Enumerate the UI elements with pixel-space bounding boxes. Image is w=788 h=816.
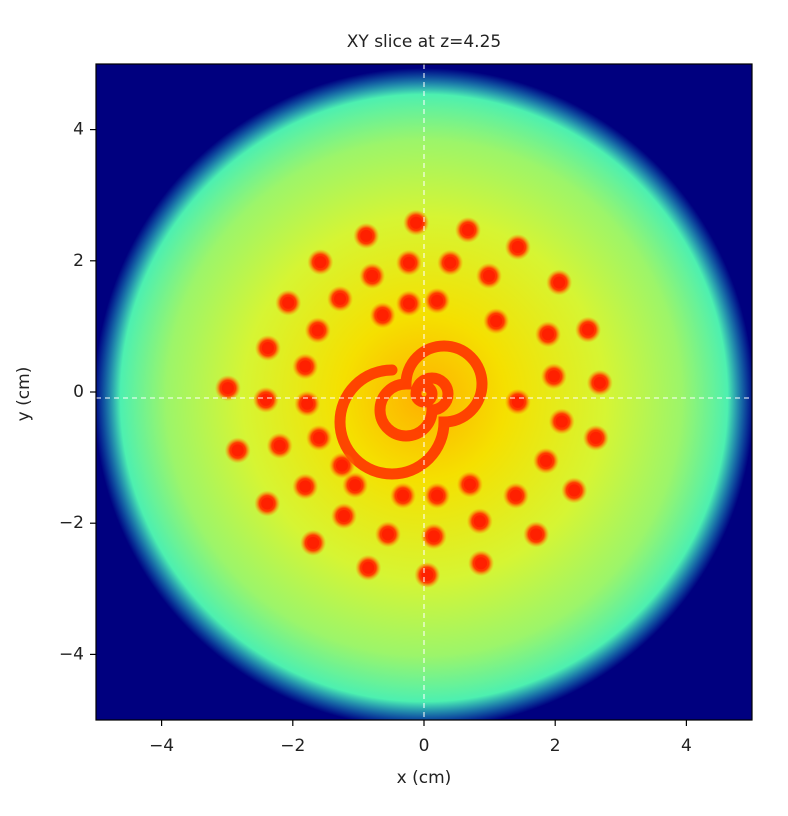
spot-core xyxy=(511,395,524,408)
spot-core xyxy=(555,415,568,428)
spot-core xyxy=(307,536,320,549)
x-tick-label: −4 xyxy=(149,736,174,756)
spot-core xyxy=(490,315,503,328)
spot-core xyxy=(482,269,495,282)
spot-core xyxy=(431,294,444,307)
spot-core xyxy=(261,342,274,355)
spot-core xyxy=(431,489,444,502)
spot-core xyxy=(509,489,522,502)
spot-core xyxy=(473,515,486,528)
x-tick-label: 4 xyxy=(681,736,692,756)
spot-core xyxy=(299,480,312,493)
x-tick-label: 0 xyxy=(419,736,430,756)
spot-core xyxy=(463,478,476,491)
spot-core xyxy=(336,459,348,472)
spot-core xyxy=(475,557,488,570)
points xyxy=(214,209,613,589)
spot-core xyxy=(360,229,373,242)
y-tick-label: −2 xyxy=(59,513,84,533)
y-tick-label: 2 xyxy=(73,251,84,271)
x-tick-label: −2 xyxy=(280,736,305,756)
spot-core xyxy=(313,431,326,444)
spot-core xyxy=(547,370,560,383)
spot-core xyxy=(259,393,272,406)
y-axis-label: y (cm) xyxy=(14,367,34,422)
spot-core xyxy=(273,439,286,452)
x-axis-label: x (cm) xyxy=(397,768,452,788)
spot-core xyxy=(337,509,350,522)
spot-core xyxy=(221,382,234,395)
y-tick-label: 0 xyxy=(73,382,84,402)
spot-core xyxy=(421,569,434,582)
spot-core xyxy=(589,431,602,444)
spot-core xyxy=(349,479,362,492)
spot-core xyxy=(381,528,394,541)
spot-core xyxy=(427,530,440,543)
spot-core xyxy=(568,484,581,497)
y-tick-label: 4 xyxy=(73,120,84,140)
spot-core xyxy=(311,324,324,337)
density-glow xyxy=(96,68,752,720)
spot-core xyxy=(530,528,543,541)
spot-core xyxy=(376,309,389,322)
spot-core xyxy=(553,276,566,289)
spot-core xyxy=(582,323,594,336)
spot-core xyxy=(299,360,312,373)
spot-core xyxy=(282,296,295,309)
spot-core xyxy=(366,269,379,282)
spot-core xyxy=(231,444,244,457)
spot-core xyxy=(540,454,553,467)
plot-area xyxy=(96,64,752,720)
spot-core xyxy=(511,241,524,254)
spot-core xyxy=(402,297,415,310)
chart-title: XY slice at z=4.25 xyxy=(347,32,501,52)
spot-core xyxy=(444,256,457,269)
spot-core xyxy=(541,328,554,341)
spot-core xyxy=(410,216,423,229)
spot-core xyxy=(402,256,415,269)
x-tick-label: 2 xyxy=(550,736,561,756)
spot-core xyxy=(261,497,274,510)
spot-core xyxy=(334,292,347,305)
central-spiral xyxy=(334,340,488,480)
spot-core xyxy=(314,256,327,269)
spot-core xyxy=(362,561,375,574)
spot-core xyxy=(397,489,410,502)
y-tick-label: −4 xyxy=(59,644,84,664)
spot-core xyxy=(593,376,606,389)
spot-core xyxy=(301,397,314,410)
spot-core xyxy=(461,223,474,236)
